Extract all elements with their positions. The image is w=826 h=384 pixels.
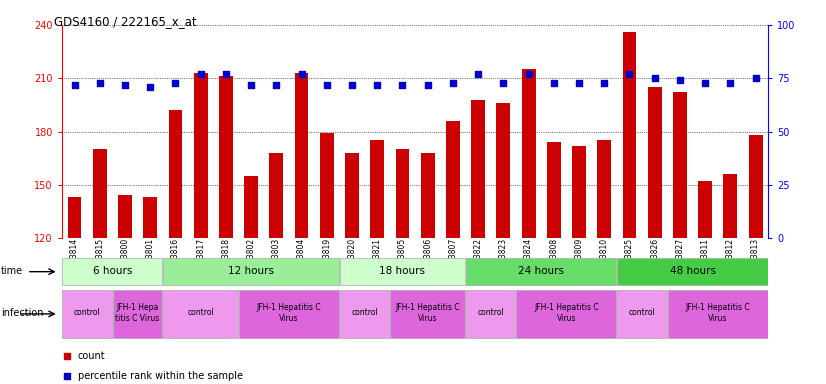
Text: count: count [78, 351, 105, 361]
Text: 24 hours: 24 hours [518, 266, 564, 276]
Bar [143, 197, 157, 238]
Point [169, 79, 182, 86]
Point [572, 79, 586, 86]
Bar [396, 149, 410, 238]
Point [118, 81, 131, 88]
Bar [466, 290, 515, 338]
Bar [471, 99, 485, 238]
Bar [648, 87, 662, 238]
Bar [244, 176, 258, 238]
Point [270, 81, 283, 88]
Text: 48 hours: 48 hours [670, 266, 715, 276]
Point [623, 71, 636, 77]
Bar [391, 290, 465, 338]
Bar [748, 135, 762, 238]
Point [446, 79, 459, 86]
Point [673, 77, 686, 83]
Text: time: time [1, 266, 23, 276]
Bar [370, 141, 384, 238]
Point [320, 81, 334, 88]
Text: 6 hours: 6 hours [93, 266, 132, 276]
Bar [516, 290, 616, 338]
Bar [446, 121, 460, 238]
Point [648, 75, 662, 81]
Text: GDS4160 / 222165_x_at: GDS4160 / 222165_x_at [54, 15, 197, 28]
Bar [572, 146, 586, 238]
Bar [63, 290, 112, 338]
Bar [113, 290, 163, 338]
Point [194, 71, 207, 77]
Bar [340, 290, 389, 338]
Point [68, 81, 81, 88]
Point [496, 79, 510, 86]
Text: JFH-1 Hepatitis C
Virus: JFH-1 Hepatitis C Virus [257, 303, 321, 323]
Bar [219, 76, 233, 238]
Bar [295, 73, 308, 238]
Bar [345, 153, 359, 238]
Point [598, 79, 611, 86]
Bar [667, 290, 767, 338]
Bar [63, 258, 163, 285]
Point [295, 71, 308, 77]
Bar [623, 32, 636, 238]
Bar [466, 258, 616, 285]
Bar [420, 153, 434, 238]
Bar [164, 290, 238, 338]
Point [699, 79, 712, 86]
Bar [522, 70, 535, 238]
Point [244, 81, 258, 88]
Bar [597, 141, 611, 238]
Text: control: control [351, 308, 378, 318]
Text: JFH-1 Hepatitis C
Virus: JFH-1 Hepatitis C Virus [534, 303, 599, 323]
Point [724, 79, 737, 86]
Text: percentile rank within the sample: percentile rank within the sample [78, 371, 243, 381]
Bar [698, 181, 712, 238]
Point [307, 285, 320, 291]
Text: 12 hours: 12 hours [228, 266, 274, 276]
Point [749, 75, 762, 81]
Point [144, 84, 157, 90]
Point [547, 79, 560, 86]
Text: control: control [188, 308, 214, 318]
Bar [164, 258, 339, 285]
Point [371, 81, 384, 88]
Point [396, 81, 409, 88]
Bar [320, 133, 334, 238]
Point [522, 71, 535, 77]
Point [219, 71, 232, 77]
Bar [93, 149, 107, 238]
Point [93, 79, 107, 86]
Bar [617, 290, 667, 338]
Point [345, 81, 358, 88]
Point [307, 110, 320, 116]
Bar [496, 103, 510, 238]
Text: control: control [74, 308, 101, 318]
Bar [617, 258, 767, 285]
Bar [68, 197, 82, 238]
Bar [169, 110, 183, 238]
Point [421, 81, 434, 88]
Bar [118, 195, 132, 238]
Text: JFH-1 Hepatitis C
Virus: JFH-1 Hepatitis C Virus [686, 303, 750, 323]
Bar [194, 73, 207, 238]
Text: control: control [477, 308, 504, 318]
Bar [269, 153, 283, 238]
Text: control: control [629, 308, 656, 318]
Bar [724, 174, 738, 238]
Text: infection: infection [1, 308, 43, 318]
Bar [673, 93, 687, 238]
Text: JFH-1 Hepatitis C
Virus: JFH-1 Hepatitis C Virus [396, 303, 460, 323]
Bar [239, 290, 339, 338]
Point [472, 71, 485, 77]
Text: JFH-1 Hepa
titis C Virus: JFH-1 Hepa titis C Virus [116, 303, 159, 323]
Bar [340, 258, 465, 285]
Bar [547, 142, 561, 238]
Text: 18 hours: 18 hours [379, 266, 425, 276]
